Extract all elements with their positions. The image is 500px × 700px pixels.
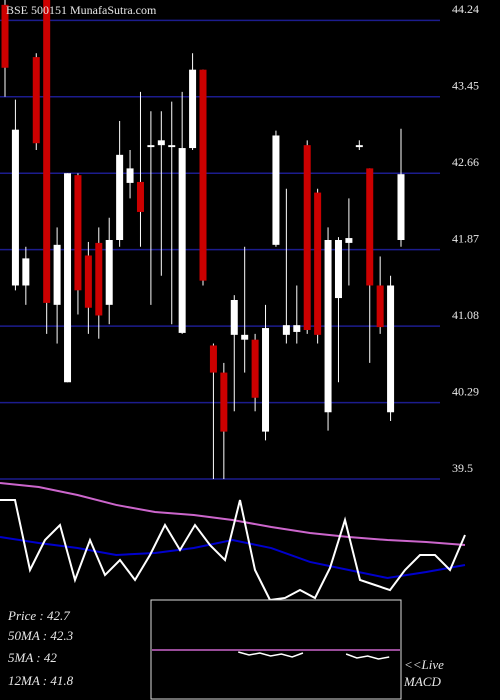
- y-tick-label: 44.24: [452, 2, 479, 16]
- grid: 44.24 43.45 42.66 41.87 41.08 40.29 39.5: [0, 2, 479, 480]
- candle-body: [303, 145, 311, 330]
- candle-body: [116, 154, 124, 240]
- y-tick-label: 42.66: [452, 155, 479, 169]
- y-tick-label: 40.29: [452, 384, 479, 398]
- candles: [1, 0, 405, 480]
- candle-body: [168, 145, 176, 148]
- candle-body: [251, 339, 259, 398]
- legend-text: Price : 42.7: [7, 608, 70, 623]
- candle-body: [84, 255, 92, 308]
- candle-body: [272, 135, 280, 245]
- candle-body: [387, 285, 395, 413]
- legend-text: 12MA : 41.8: [8, 673, 74, 688]
- candle-body: [324, 240, 332, 413]
- candle-body: [43, 0, 51, 303]
- legend-text: 50MA : 42.3: [8, 628, 74, 643]
- y-tick-label: 41.87: [452, 231, 479, 245]
- candle-body: [64, 173, 72, 383]
- candle-body: [397, 174, 405, 240]
- candle-body: [32, 57, 40, 144]
- candle-body: [314, 192, 322, 335]
- candle-body: [262, 328, 270, 432]
- candle-body: [345, 238, 353, 243]
- indicator-line: [238, 651, 304, 658]
- candle-body: [53, 244, 61, 305]
- candle-body: [105, 240, 113, 305]
- candle-body: [199, 69, 207, 281]
- candle-body: [147, 145, 155, 148]
- indicator-line: [0, 536, 466, 580]
- candle-body: [241, 334, 249, 340]
- y-tick-label: 43.45: [452, 79, 479, 93]
- candle-body: [293, 325, 301, 332]
- candle-body: [334, 240, 342, 299]
- indicator-line: [345, 653, 390, 660]
- macd-label: MACD: [403, 674, 441, 689]
- candle-body: [126, 168, 134, 183]
- candle-body: [74, 175, 82, 291]
- candle-body: [230, 300, 238, 335]
- indicator-panel: [0, 482, 466, 602]
- chart-title: BSE 500151 MunafaSutra.com: [6, 3, 157, 17]
- candle-body: [376, 285, 384, 328]
- indicator-line: [0, 482, 466, 547]
- candle-body: [355, 145, 363, 148]
- macd-panel: [152, 649, 400, 660]
- candle-body: [282, 325, 290, 335]
- y-tick-label: 41.08: [452, 308, 479, 322]
- indicator-line: [0, 499, 466, 602]
- candle-body: [22, 258, 30, 286]
- candle-body: [178, 148, 186, 333]
- candle-body: [1, 4, 9, 68]
- candle-body: [95, 242, 103, 316]
- y-tick-label: 39.5: [452, 461, 473, 475]
- candle-body: [189, 69, 197, 149]
- candle-body: [209, 345, 217, 373]
- candle-body: [220, 372, 228, 432]
- candle-body: [157, 140, 165, 146]
- live-label: <<Live: [404, 657, 444, 672]
- legend-text: 5MA : 42: [8, 650, 57, 665]
- candle-body: [136, 181, 144, 212]
- candle-body: [366, 168, 374, 286]
- candle-body: [11, 129, 19, 286]
